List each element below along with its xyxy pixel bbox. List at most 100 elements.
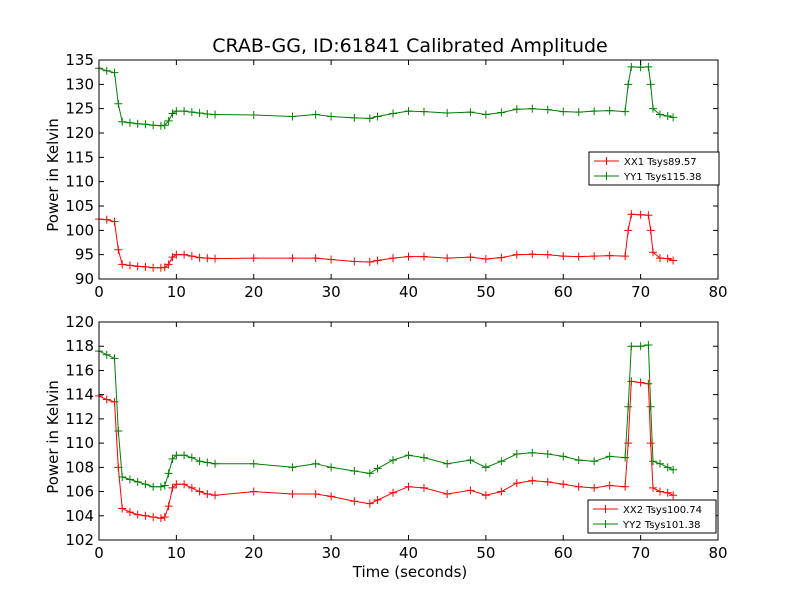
x-tick-label: 40 bbox=[399, 283, 418, 301]
legend-marker bbox=[602, 172, 611, 180]
data-point bbox=[419, 252, 428, 261]
data-point bbox=[288, 489, 297, 498]
data-point bbox=[559, 107, 568, 116]
data-point bbox=[559, 252, 568, 261]
data-point bbox=[180, 107, 189, 116]
data-point bbox=[180, 480, 189, 489]
y-tick-label: 135 bbox=[65, 51, 94, 69]
data-point bbox=[443, 254, 452, 263]
data-point bbox=[365, 257, 374, 266]
data-point bbox=[327, 112, 336, 121]
x-tick-label: 40 bbox=[399, 544, 418, 562]
data-point bbox=[195, 457, 204, 466]
data-point bbox=[156, 514, 165, 523]
data-point bbox=[168, 454, 177, 463]
y-tick-label: 110 bbox=[65, 173, 94, 191]
data-point bbox=[655, 459, 664, 468]
data-point bbox=[203, 458, 212, 467]
data-point bbox=[203, 254, 212, 263]
data-point bbox=[481, 463, 490, 472]
data-point bbox=[168, 483, 177, 492]
data-point bbox=[512, 479, 521, 488]
data-point bbox=[528, 476, 537, 485]
data-point bbox=[627, 210, 636, 219]
data-point bbox=[624, 402, 633, 411]
data-point bbox=[164, 502, 173, 511]
legend-box bbox=[588, 151, 720, 186]
data-point bbox=[624, 80, 633, 89]
data-point bbox=[543, 250, 552, 259]
data-point bbox=[528, 250, 537, 259]
data-point bbox=[646, 439, 655, 448]
x-tick-label: 20 bbox=[244, 544, 263, 562]
legend-label: XX2 Tsys100.74 bbox=[623, 505, 702, 516]
data-point bbox=[389, 254, 398, 263]
data-point bbox=[512, 450, 521, 459]
data-point bbox=[311, 459, 320, 468]
data-point bbox=[646, 80, 655, 89]
y-tick-label: 116 bbox=[65, 361, 94, 379]
data-point bbox=[211, 254, 220, 263]
data-point bbox=[133, 510, 142, 519]
data-point bbox=[125, 261, 134, 270]
data-point bbox=[311, 489, 320, 498]
data-point bbox=[373, 464, 382, 473]
bottom-xlabel: Time (seconds) bbox=[352, 563, 468, 581]
data-point bbox=[110, 68, 119, 77]
legend-label: XX1 Tsys89.57 bbox=[624, 157, 697, 168]
y-tick-label: 95 bbox=[75, 246, 94, 264]
data-point bbox=[172, 451, 181, 460]
data-point bbox=[649, 248, 658, 257]
data-point bbox=[669, 491, 678, 500]
data-point bbox=[404, 252, 413, 261]
data-point bbox=[160, 121, 169, 130]
x-tick-label: 70 bbox=[631, 283, 650, 301]
data-point bbox=[543, 477, 552, 486]
data-point bbox=[118, 260, 127, 269]
legend-marker bbox=[601, 520, 610, 528]
top-ylabel: Power in Kelvin bbox=[44, 118, 62, 232]
data-point bbox=[187, 483, 196, 492]
y-tick-label: 90 bbox=[75, 270, 94, 288]
data-point bbox=[649, 457, 658, 466]
data-point bbox=[288, 112, 297, 121]
data-point bbox=[644, 62, 653, 71]
series-1 bbox=[95, 62, 678, 130]
figure-title: CRAB-GG, ID:61841 Calibrated Amplitude bbox=[212, 35, 608, 57]
data-point bbox=[636, 210, 645, 219]
data-point bbox=[141, 511, 150, 520]
x-tick-label: 0 bbox=[94, 544, 104, 562]
y-tick-label: 114 bbox=[65, 386, 94, 404]
y-tick-label: 104 bbox=[65, 507, 94, 525]
data-point bbox=[350, 497, 359, 506]
y-tick-label: 105 bbox=[65, 197, 94, 215]
x-tick-label: 10 bbox=[167, 283, 186, 301]
data-point bbox=[528, 448, 537, 457]
data-point bbox=[590, 483, 599, 492]
legend-label: YY2 Tsys101.38 bbox=[622, 520, 701, 531]
data-point bbox=[627, 342, 636, 351]
data-point bbox=[655, 110, 664, 119]
data-point bbox=[605, 251, 614, 260]
data-point bbox=[114, 245, 123, 254]
data-point bbox=[466, 108, 475, 117]
series-0 bbox=[95, 377, 678, 523]
data-point bbox=[133, 262, 142, 271]
data-point bbox=[350, 257, 359, 266]
data-point bbox=[114, 427, 123, 435]
data-point bbox=[195, 253, 204, 262]
data-point bbox=[636, 342, 645, 351]
series-1 bbox=[95, 341, 678, 491]
x-tick-label: 0 bbox=[94, 283, 104, 301]
data-point bbox=[497, 487, 506, 496]
data-point bbox=[605, 106, 614, 115]
data-point bbox=[172, 107, 181, 116]
data-point bbox=[164, 469, 173, 478]
data-point bbox=[327, 255, 336, 264]
x-tick-label: 30 bbox=[322, 544, 341, 562]
legend-item: YY2 Tsys101.38 bbox=[593, 520, 701, 531]
data-point bbox=[249, 254, 258, 263]
data-point bbox=[203, 110, 212, 119]
series-line bbox=[98, 66, 674, 127]
data-point bbox=[195, 487, 204, 496]
